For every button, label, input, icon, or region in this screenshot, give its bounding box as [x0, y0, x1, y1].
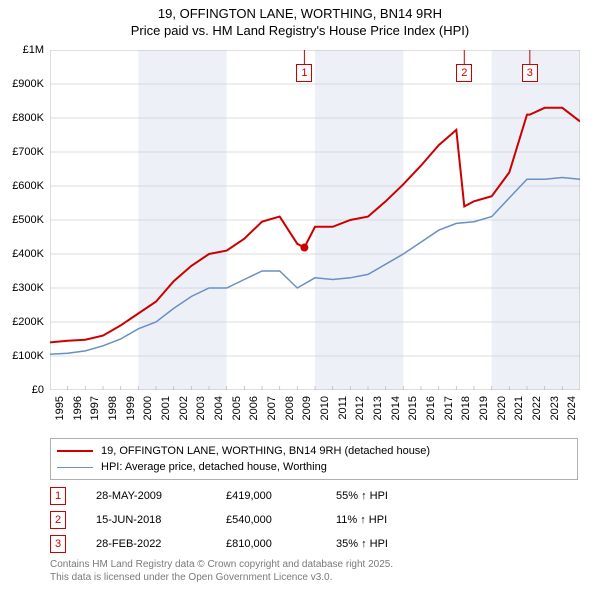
sale-delta: 11% ↑ HPI: [336, 514, 446, 526]
sale-row: 2 15-JUN-2018 £540,000 11% ↑ HPI: [50, 508, 578, 532]
sale-marker: 3: [50, 535, 66, 553]
y-tick-label: £500K: [12, 214, 44, 226]
x-tick-label: 2011: [337, 396, 349, 420]
footer-line-2: This data is licensed under the Open Gov…: [50, 572, 332, 583]
sale-date: 28-FEB-2022: [96, 538, 226, 550]
x-tick-label: 2022: [531, 396, 543, 420]
chart-marker: 2: [456, 64, 472, 82]
sale-delta: 35% ↑ HPI: [336, 538, 446, 550]
y-tick-label: £700K: [12, 146, 44, 158]
legend-label-2: HPI: Average price, detached house, Wort…: [101, 461, 327, 473]
x-tick-label: 2007: [266, 396, 278, 420]
x-tick-label: 2018: [460, 396, 472, 420]
x-tick-label: 2016: [425, 396, 437, 420]
x-tick-label: 2004: [213, 396, 225, 420]
sale-marker: 1: [50, 487, 66, 505]
sale-date: 28-MAY-2009: [96, 490, 226, 502]
sale-price: £810,000: [226, 538, 336, 550]
y-tick-label: £200K: [12, 316, 44, 328]
x-tick-label: 2019: [478, 396, 490, 420]
legend-item-2: HPI: Average price, detached house, Wort…: [57, 459, 571, 475]
x-tick-label: 2020: [496, 396, 508, 420]
x-tick-label: 2017: [443, 396, 455, 420]
y-tick-label: £900K: [12, 78, 44, 90]
y-tick-label: £800K: [12, 112, 44, 124]
x-tick-label: 2012: [354, 396, 366, 420]
chart-container: 19, OFFINGTON LANE, WORTHING, BN14 9RH P…: [0, 0, 600, 590]
x-tick-label: 2005: [231, 396, 243, 420]
y-tick-label: £0: [32, 384, 44, 396]
x-tick-label: 2014: [390, 396, 402, 420]
chart-svg: [50, 50, 580, 390]
sale-date: 15-JUN-2018: [96, 514, 226, 526]
footer-attribution: Contains HM Land Registry data © Crown c…: [50, 558, 578, 584]
x-tick-label: 1997: [89, 396, 101, 420]
y-tick-label: £300K: [12, 282, 44, 294]
footer-line-1: Contains HM Land Registry data © Crown c…: [50, 559, 393, 570]
x-tick-label: 2009: [301, 396, 313, 420]
x-tick-label: 2006: [248, 396, 260, 420]
chart-marker: 1: [296, 64, 312, 82]
x-tick-label: 2001: [160, 396, 172, 420]
x-tick-label: 2023: [549, 396, 561, 420]
legend-item-1: 19, OFFINGTON LANE, WORTHING, BN14 9RH (…: [57, 443, 571, 459]
sale-price: £540,000: [226, 514, 336, 526]
legend-swatch-1: [57, 450, 93, 452]
x-tick-label: 2000: [142, 396, 154, 420]
y-tick-label: £100K: [12, 350, 44, 362]
x-axis-labels: 1995 1996 1997 1998 1999 2000 2001 2002 2003 2004…: [50, 392, 580, 442]
legend: 19, OFFINGTON LANE, WORTHING, BN14 9RH (…: [50, 438, 578, 480]
x-tick-label: 2002: [178, 396, 190, 420]
x-tick-label: 2008: [284, 396, 296, 420]
x-tick-label: 1996: [72, 396, 84, 420]
sale-row: 3 28-FEB-2022 £810,000 35% ↑ HPI: [50, 532, 578, 556]
sale-row: 1 28-MAY-2009 £419,000 55% ↑ HPI: [50, 484, 578, 508]
legend-label-1: 19, OFFINGTON LANE, WORTHING, BN14 9RH (…: [101, 445, 430, 457]
y-axis-labels: £0£100K£200K£300K£400K£500K£600K£700K£80…: [0, 50, 48, 390]
title-line-1: 19, OFFINGTON LANE, WORTHING, BN14 9RH: [158, 6, 442, 21]
y-tick-label: £600K: [12, 180, 44, 192]
x-tick-label: 2003: [195, 396, 207, 420]
x-tick-label: 2015: [407, 396, 419, 420]
x-tick-label: 2021: [513, 396, 525, 420]
legend-swatch-2: [57, 467, 93, 468]
sale-delta: 55% ↑ HPI: [336, 490, 446, 502]
x-tick-label: 1998: [107, 396, 119, 420]
sales-table: 1 28-MAY-2009 £419,000 55% ↑ HPI 2 15-JU…: [50, 484, 578, 556]
x-tick-label: 1999: [125, 396, 137, 420]
chart-title: 19, OFFINGTON LANE, WORTHING, BN14 9RH P…: [0, 0, 600, 40]
sale-marker: 2: [50, 511, 66, 529]
x-tick-label: 2010: [319, 396, 331, 420]
title-line-2: Price paid vs. HM Land Registry's House …: [131, 23, 469, 38]
x-tick-label: 2024: [566, 396, 578, 420]
plot-area: 1 2 3: [50, 50, 580, 390]
chart-marker: 3: [522, 64, 538, 82]
y-tick-label: £400K: [12, 248, 44, 260]
x-tick-label: 1995: [54, 396, 66, 420]
x-tick-label: 2013: [372, 396, 384, 420]
sale-price: £419,000: [226, 490, 336, 502]
y-tick-label: £1M: [23, 44, 44, 56]
